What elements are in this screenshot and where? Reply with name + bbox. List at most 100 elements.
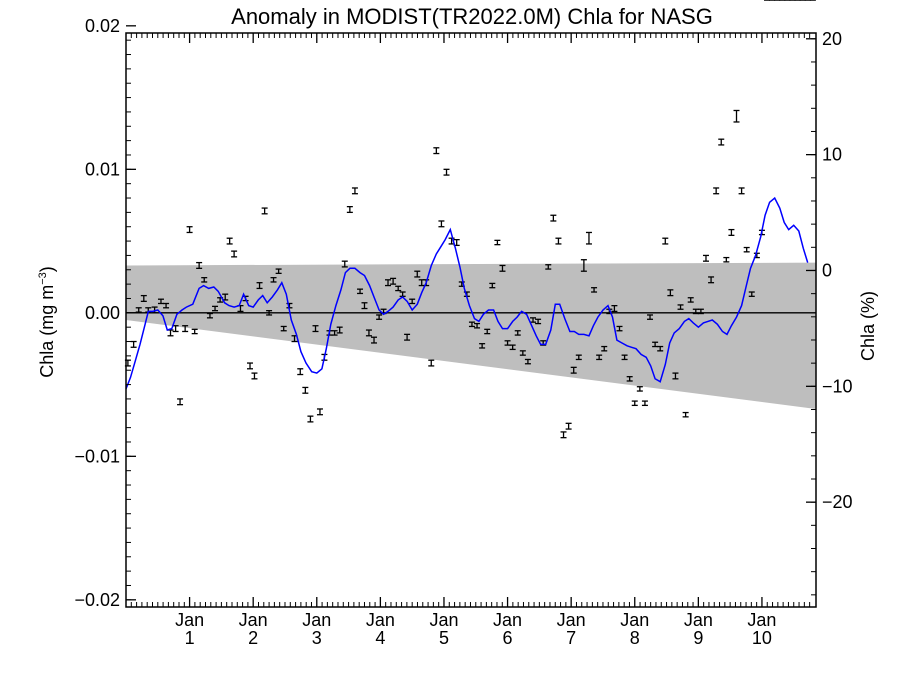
- data-point: [474, 322, 481, 329]
- x-tick-sublabel: 4: [375, 628, 385, 648]
- data-point: [376, 314, 383, 320]
- data-point: [723, 256, 730, 263]
- data-point: [414, 270, 421, 278]
- data-point: [641, 400, 648, 407]
- uncertainty-band: [126, 262, 816, 409]
- data-point: [433, 147, 440, 155]
- data-point: [550, 214, 557, 222]
- data-point: [357, 288, 364, 295]
- data-point: [468, 321, 475, 328]
- series-line: [125, 196, 809, 390]
- x-tick-label: Jan: [429, 610, 458, 630]
- data-point: [687, 297, 694, 303]
- data-point: [307, 415, 314, 423]
- data-point: [636, 386, 643, 392]
- data-point: [565, 422, 572, 430]
- data-point: [231, 250, 238, 258]
- x-tick-sublabel: 5: [439, 628, 449, 648]
- data-point: [647, 314, 654, 320]
- x-tick-sublabel: 8: [630, 628, 640, 648]
- y-right-tick-label: −10: [822, 376, 853, 396]
- x-tick-label: Jan: [366, 610, 395, 630]
- data-point: [713, 187, 720, 195]
- x-tick-label: Jan: [175, 610, 204, 630]
- data-point: [140, 294, 147, 302]
- data-point: [186, 226, 193, 234]
- data-point: [316, 408, 323, 416]
- y-left-tick-label: −0.02: [74, 590, 120, 610]
- data-point: [575, 354, 582, 361]
- data-point: [247, 362, 254, 370]
- data-point: [743, 246, 750, 253]
- data-point: [494, 239, 501, 246]
- x-tick-sublabel: 2: [248, 628, 258, 648]
- data-point: [489, 282, 496, 289]
- data-point: [302, 386, 309, 394]
- data-point: [438, 220, 445, 228]
- y-right-tick-label: 0: [822, 260, 832, 280]
- monthly-points-group: [124, 0, 816, 439]
- plot-frame: [125, 32, 817, 608]
- data-point: [545, 264, 552, 270]
- x-tick-sublabel: 9: [693, 628, 703, 648]
- x-tick-label: Jan: [493, 610, 522, 630]
- x-tick-sublabel: 6: [503, 628, 513, 648]
- data-point: [728, 228, 735, 236]
- data-point: [409, 298, 416, 305]
- data-point: [530, 317, 537, 323]
- data-point: [251, 372, 258, 380]
- y-axis-left-label-main: Chla (mg m: [37, 285, 57, 378]
- x-tick-sublabel: 10: [752, 628, 772, 648]
- data-point: [560, 431, 567, 439]
- data-point: [361, 302, 368, 310]
- data-point: [733, 109, 740, 123]
- data-point: [404, 333, 411, 341]
- data-point: [692, 308, 699, 315]
- data-point: [555, 237, 562, 245]
- data-point: [585, 231, 592, 245]
- data-point: [351, 187, 358, 195]
- x-tick-sublabel: 1: [185, 628, 195, 648]
- data-point: [206, 312, 213, 319]
- x-tick-label: Jan: [239, 610, 268, 630]
- data-point: [708, 276, 715, 284]
- data-point: [667, 289, 674, 297]
- data-point: [479, 343, 486, 349]
- y-left-tick-label: 0.02: [85, 16, 120, 36]
- x-tick-sublabel: 7: [566, 628, 576, 648]
- x-tick-label: Jan: [747, 610, 776, 630]
- y-right-tick-label: 20: [822, 29, 842, 49]
- data-point: [346, 205, 353, 214]
- x-tick-label: Jan: [557, 610, 586, 630]
- data-point: [738, 187, 745, 195]
- data-point: [596, 354, 603, 361]
- data-point: [177, 398, 184, 406]
- data-point: [297, 368, 304, 376]
- data-point: [261, 207, 268, 215]
- data-point: [191, 328, 198, 335]
- data-point: [130, 340, 137, 348]
- data-point: [672, 372, 679, 380]
- data-point: [570, 366, 577, 374]
- data-point: [748, 291, 755, 297]
- data-point: [371, 336, 378, 344]
- y-right-tick-label: −20: [822, 492, 853, 512]
- x-tick-label: Jan: [302, 610, 331, 630]
- data-point: [341, 260, 348, 268]
- y-axis-left-label: Chla (mg m−3): [37, 266, 57, 378]
- data-point: [275, 268, 282, 275]
- data-point: [631, 400, 638, 407]
- data-point: [428, 359, 435, 367]
- data-point: [677, 304, 684, 310]
- data-point: [266, 310, 273, 316]
- y-axis-left-label-sup: −3: [37, 272, 49, 285]
- data-point: [601, 345, 608, 352]
- data-point: [336, 326, 343, 334]
- data-point: [395, 285, 402, 292]
- data-point: [591, 287, 598, 293]
- data-point: [499, 264, 506, 272]
- data-point: [580, 259, 587, 272]
- data-point: [365, 329, 372, 337]
- data-point: [616, 325, 623, 332]
